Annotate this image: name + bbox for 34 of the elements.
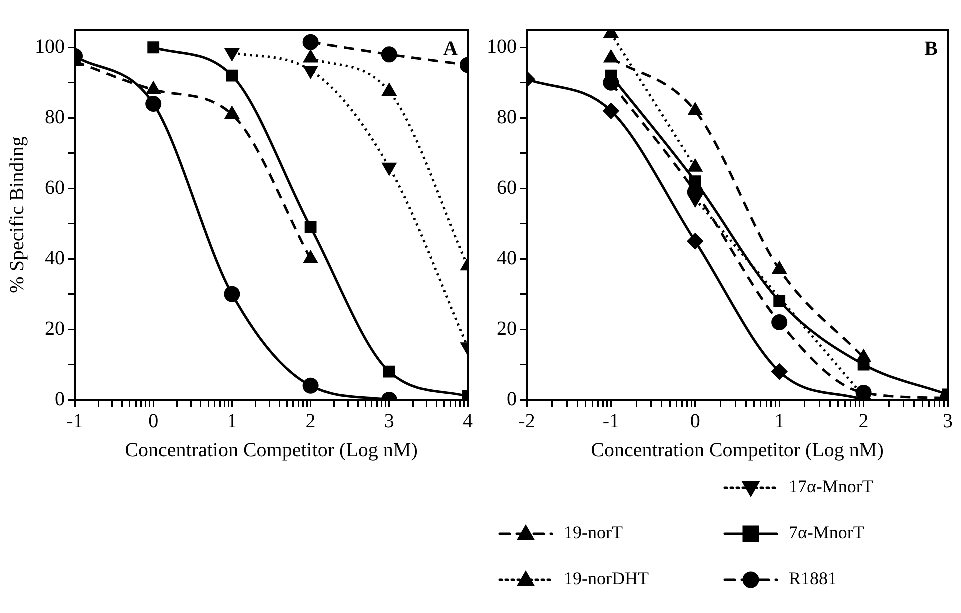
x-tick-label: -1 [66,410,84,432]
x-tick-label: 0 [690,410,700,432]
y-tick-label: 40 [497,247,517,270]
x-tick-label: 1 [227,410,238,432]
y-tick-label: 80 [497,106,517,128]
y-tick-label: 80 [45,106,65,128]
y-tick-label: 20 [45,318,65,340]
y-tick-label: 100 [487,36,517,58]
x-tick-label: 3 [943,410,953,432]
y-tick-label: 40 [45,247,65,270]
legend-label: 7α-MnorT [789,522,864,543]
x-axis-title: Concentration Competitor (Log nM) [591,439,884,462]
y-tick-label: 0 [55,388,65,410]
y-tick-label: 20 [497,318,517,340]
x-tick-label: 0 [148,410,159,432]
y-tick-label: 60 [45,176,65,199]
annotation: A [444,38,459,60]
legend-label: 19-norT [564,522,623,543]
legend-label: 19-norDHT [564,568,649,589]
x-tick-label: 4 [463,410,473,432]
x-tick-label: 1 [774,410,785,432]
y-axis-title: % Specific Binding [6,136,28,294]
annotation: B [924,38,938,60]
x-axis-title: Concentration Competitor (Log nM) [125,439,418,462]
y-tick-label: 60 [497,176,517,199]
x-tick-label: 3 [384,410,394,432]
x-tick-label: -1 [602,410,620,432]
x-tick-label: -2 [518,410,536,432]
x-tick-label: 2 [306,410,316,432]
y-tick-label: 0 [507,388,517,410]
legend-label: 17α-MnorT [789,476,874,497]
y-tick-label: 100 [35,36,65,58]
x-tick-label: 2 [858,410,869,432]
legend-label: R1881 [789,568,838,589]
